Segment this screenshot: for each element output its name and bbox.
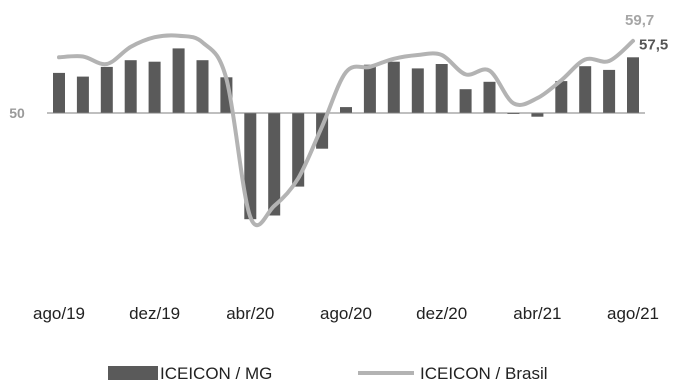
bar-mg-nov-19 [124, 60, 137, 113]
bar-mg-mai-20 [268, 113, 281, 216]
bar-mg-jan-21 [459, 89, 472, 113]
x-tick-label: dez/19 [129, 304, 180, 323]
reference-label: 50 [9, 105, 25, 121]
end-label-mg: 57,5 [639, 36, 668, 53]
bar-mg-set-19 [76, 76, 89, 113]
bar-mg-dez-19 [148, 61, 161, 113]
bar-mg-abr-20 [244, 113, 257, 220]
end-label-brasil: 59,7 [625, 12, 654, 29]
bar-mg-dez-20 [435, 64, 448, 113]
bar-mg-jan-20 [172, 48, 185, 113]
legend-label-brasil: ICEICON / Brasil [420, 364, 548, 383]
x-tick-label: ago/19 [33, 304, 85, 323]
bar-mg-ago-19 [53, 72, 65, 113]
bar-mg-set-20 [363, 64, 376, 113]
line-series-brasil [57, 33, 635, 228]
bar-mg-fev-20 [196, 60, 209, 113]
legend-swatch-mg [108, 366, 158, 380]
bar-mg-jun-21 [579, 66, 592, 113]
bar-mg-abr-21 [531, 113, 544, 117]
x-tick-label: dez/20 [416, 304, 467, 323]
x-tick-label: ago/21 [607, 304, 659, 323]
legend: ICEICON / MG ICEICON / Brasil [108, 364, 548, 383]
bar-mg-ago-21 [627, 57, 639, 113]
bar-mg-ago-20 [340, 107, 352, 113]
bar-mg-out-19 [100, 66, 113, 113]
bar-mg-fev-21 [483, 81, 496, 113]
x-tick-label: abr/20 [226, 304, 274, 323]
bar-mg-out-20 [387, 61, 400, 113]
bar-mg-jul-21 [603, 69, 616, 113]
legend-label-mg: ICEICON / MG [160, 364, 272, 383]
x-tick-label: ago/20 [320, 304, 372, 323]
bar-mg-jun-20 [292, 113, 305, 187]
x-tick-label: abr/21 [513, 304, 561, 323]
bar-mg-nov-20 [411, 68, 424, 113]
bar-mg-mai-21 [555, 81, 568, 113]
x-axis-ticks: ago/19 dez/19 abr/20 ago/20 dez/20 abr/21 ago/… [33, 304, 659, 323]
